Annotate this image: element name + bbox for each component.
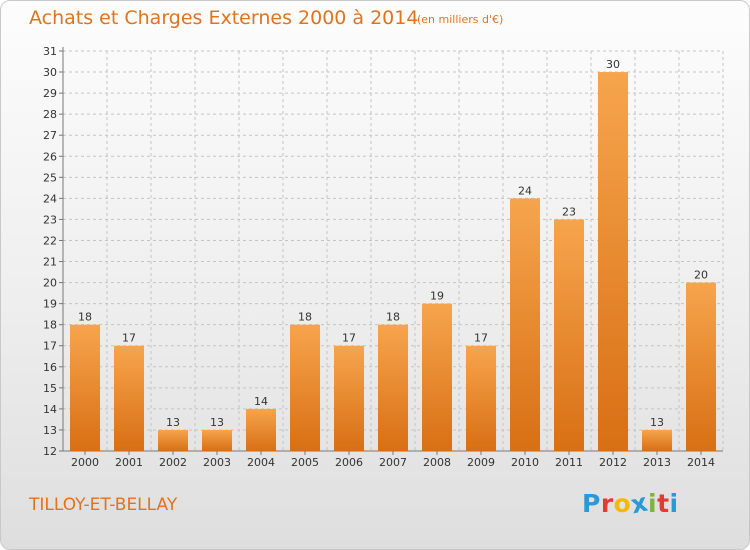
bar-value-label: 19: [430, 290, 444, 303]
bar-value-label: 20: [694, 269, 708, 282]
logo-letter: o: [613, 489, 632, 518]
bar: [466, 345, 496, 451]
logo-letter: r: [600, 489, 614, 518]
y-tick-label: 20: [43, 277, 57, 290]
logo-letter: i: [648, 489, 658, 518]
bar: [510, 198, 540, 451]
bar: [686, 282, 716, 451]
bar-value-label: 18: [78, 311, 92, 324]
bar: [422, 303, 452, 451]
bar: [598, 72, 628, 451]
bar: [202, 429, 232, 451]
y-tick-label: 23: [43, 213, 57, 226]
bar-value-label: 18: [386, 311, 400, 324]
bar: [642, 429, 672, 451]
bar-value-label: 30: [606, 58, 620, 71]
x-tick-label: 2013: [643, 456, 671, 469]
x-tick-label: 2009: [467, 456, 495, 469]
x-tick-label: 2003: [203, 456, 231, 469]
bar: [290, 324, 320, 451]
y-tick-label: 12: [43, 445, 57, 458]
bar-value-label: 17: [342, 332, 356, 345]
logo-letter: P: [582, 489, 601, 518]
bar-value-label: 14: [254, 395, 268, 408]
y-tick-label: 18: [43, 319, 57, 332]
x-tick-label: 2010: [511, 456, 539, 469]
y-tick-label: 17: [43, 340, 57, 353]
x-tick-label: 2011: [555, 456, 583, 469]
y-tick-label: 16: [43, 361, 57, 374]
bar: [158, 429, 188, 451]
y-tick-label: 27: [43, 129, 57, 142]
logo-letter: i: [669, 489, 679, 518]
x-tick-label: 2012: [599, 456, 627, 469]
y-tick-label: 14: [43, 403, 57, 416]
chart-title: Achats et Charges Externes 2000 à 2014: [29, 7, 419, 29]
bar: [114, 345, 144, 451]
x-tick-label: 2002: [159, 456, 187, 469]
logo-letter: t: [657, 489, 670, 518]
y-tick-label: 13: [43, 424, 57, 437]
proxiti-logo[interactable]: Proxiti: [582, 488, 679, 520]
bar: [70, 324, 100, 451]
bar-value-label: 23: [562, 205, 576, 218]
y-tick-label: 30: [43, 66, 57, 79]
bar-value-label: 13: [210, 416, 224, 429]
bar-value-label: 17: [474, 332, 488, 345]
y-tick-label: 21: [43, 256, 57, 269]
bar-value-label: 18: [298, 311, 312, 324]
y-tick-label: 19: [43, 298, 57, 311]
y-tick-label: 31: [43, 45, 57, 58]
x-tick-label: 2005: [291, 456, 319, 469]
bar-value-label: 13: [166, 416, 180, 429]
chart-subtitle: (en milliers d'€): [417, 13, 504, 26]
y-tick-label: 24: [43, 192, 57, 205]
x-tick-label: 2006: [335, 456, 363, 469]
x-tick-label: 2004: [247, 456, 275, 469]
bar: [246, 408, 276, 451]
x-tick-label: 2008: [423, 456, 451, 469]
y-tick-label: 22: [43, 234, 57, 247]
bar: [378, 324, 408, 451]
y-tick-label: 25: [43, 171, 57, 184]
y-tick-label: 28: [43, 108, 57, 121]
x-tick-label: 2001: [115, 456, 143, 469]
y-tick-label: 15: [43, 382, 57, 395]
bar-value-label: 17: [122, 332, 136, 345]
x-tick-label: 2014: [687, 456, 715, 469]
y-tick-label: 26: [43, 150, 57, 163]
location-name: TILLOY-ET-BELLAY: [29, 495, 178, 515]
y-tick-label: 29: [43, 87, 57, 100]
bar-value-label: 24: [518, 184, 532, 197]
x-tick-label: 2007: [379, 456, 407, 469]
bar: [554, 219, 584, 451]
x-tick-label: 2000: [71, 456, 99, 469]
bar: [334, 345, 364, 451]
bar-value-label: 13: [650, 416, 664, 429]
